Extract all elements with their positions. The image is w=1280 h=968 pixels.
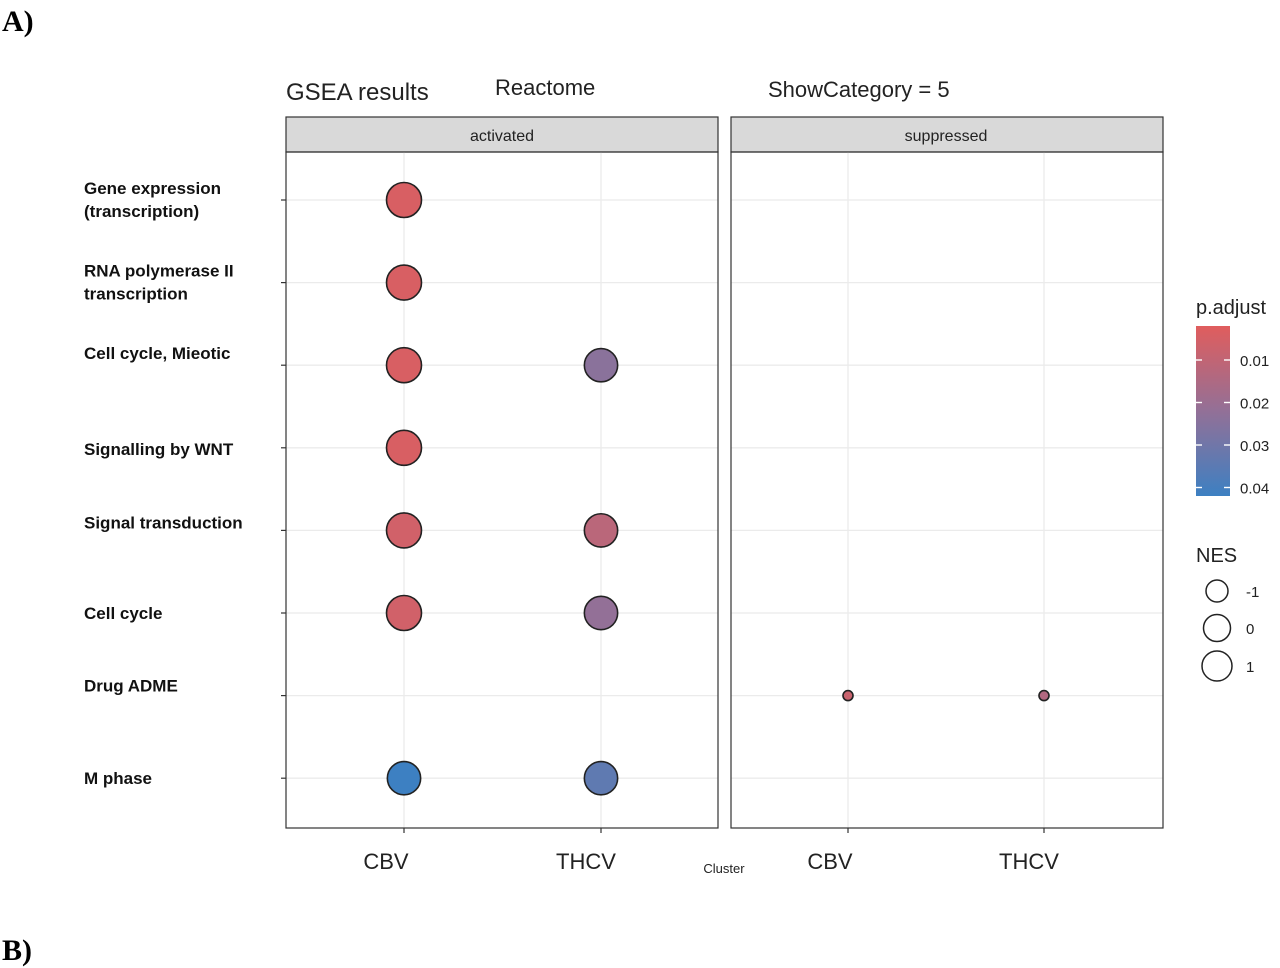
y-tick-label: Signal transduction	[84, 513, 243, 532]
y-tick-label: Cell cycle	[84, 604, 162, 623]
legend-size-label: -1	[1246, 584, 1259, 601]
x-tick-label: THCV	[999, 849, 1059, 874]
data-point	[385, 429, 423, 467]
facet-activated: activated	[285, 116, 719, 829]
chart-title: GSEA results	[286, 79, 429, 106]
y-axis-labels: Gene expression (transcription) RNA polyme…	[84, 179, 243, 788]
legend-size-label: 0	[1246, 621, 1254, 638]
data-point	[385, 346, 423, 384]
legend-color-ticks: 0.01 0.02 0.03 0.04	[1196, 353, 1269, 498]
grid-activated	[286, 152, 718, 828]
y-tick-label: Gene expression (transcription)	[84, 179, 221, 221]
legend-size-nes: NES -1 0 1	[1196, 545, 1259, 682]
panel-label-a: A)	[2, 5, 34, 38]
legend-color-title: p.adjust	[1196, 297, 1266, 319]
data-point	[583, 760, 619, 796]
y-tick-label: Signalling by WNT	[84, 440, 234, 459]
y-tick-label: M phase	[84, 769, 152, 788]
legend-colorbar	[1196, 326, 1230, 496]
x-axis-ticks	[403, 828, 1045, 833]
data-point	[385, 181, 423, 219]
x-tick-label: CBV	[807, 849, 853, 874]
legend-size-label: 1	[1246, 659, 1254, 676]
chart-subtitle-reactome: Reactome	[495, 75, 595, 100]
legend-color-tick-label: 0.02	[1240, 396, 1269, 413]
panel-label-b: B)	[2, 934, 32, 967]
panel-border-suppressed	[730, 151, 1164, 829]
data-point	[583, 512, 619, 548]
data-point	[842, 689, 854, 702]
legend-color-padjust: p.adjust 0.01 0.02 0.03 0.04	[1196, 297, 1269, 498]
x-tick-label: CBV	[363, 849, 409, 874]
y-axis-ticks	[281, 199, 286, 779]
chart-subtitle-showcategory: ShowCategory = 5	[768, 77, 950, 102]
legend-color-tick-label: 0.04	[1240, 481, 1269, 498]
facet-strip-label-suppressed: suppressed	[905, 128, 988, 145]
data-point	[385, 594, 423, 632]
data-point	[385, 264, 423, 301]
panel-border-activated	[285, 151, 719, 829]
legend-size-circle	[1202, 613, 1232, 643]
legend-size-title: NES	[1196, 545, 1237, 567]
data-point	[583, 595, 619, 631]
grid-suppressed	[731, 152, 1163, 828]
facet-suppressed: suppressed	[730, 116, 1164, 829]
legend-size-items: -1 0 1	[1201, 579, 1259, 682]
legend-size-circle	[1201, 650, 1233, 682]
facet-strip-activated	[285, 116, 719, 153]
facet-strip-label-activated: activated	[470, 128, 534, 145]
y-tick-label: RNA polymerase II transcription	[84, 262, 234, 304]
data-point	[386, 760, 422, 796]
facet-strip-suppressed	[730, 116, 1164, 153]
y-tick-label: Cell cycle, Mieotic	[84, 344, 230, 363]
data-point	[583, 347, 619, 383]
x-axis-title: Cluster	[703, 861, 745, 876]
data-points	[385, 181, 1050, 796]
x-tick-label: THCV	[556, 849, 616, 874]
x-axis-tick-labels: CBV THCV CBV THCV	[363, 849, 1059, 874]
legend-color-tick-label: 0.01	[1240, 353, 1269, 370]
data-point	[1038, 689, 1050, 702]
y-tick-label: Drug ADME	[84, 677, 178, 696]
legend-color-tick-label: 0.03	[1240, 438, 1269, 455]
data-point	[385, 512, 423, 549]
legend-size-circle	[1205, 579, 1229, 603]
